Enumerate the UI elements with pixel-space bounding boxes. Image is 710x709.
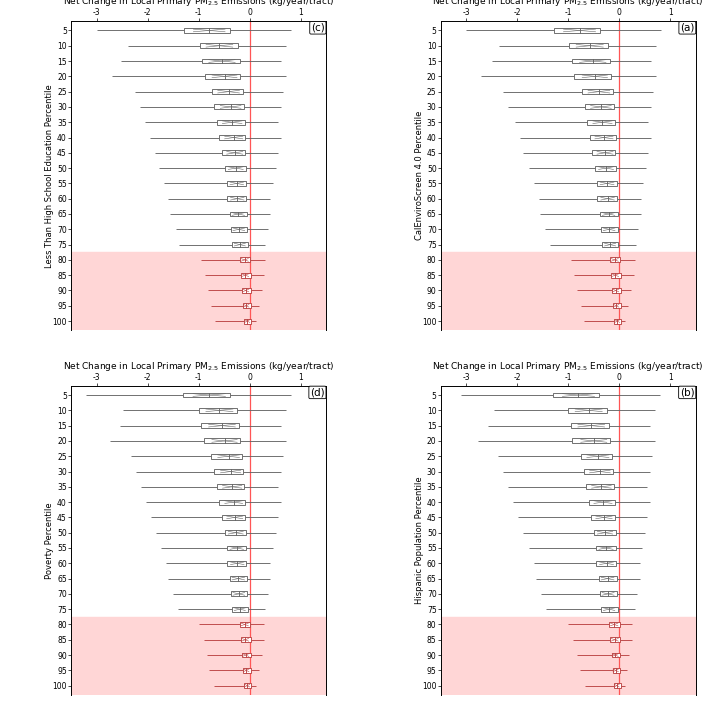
Bar — [584, 104, 614, 109]
Bar — [613, 668, 621, 673]
Text: (b): (b) — [680, 387, 694, 398]
Bar — [599, 576, 617, 581]
Bar — [71, 252, 326, 330]
Bar — [227, 181, 246, 186]
Bar — [574, 74, 611, 79]
Bar — [243, 303, 251, 308]
Bar — [202, 59, 240, 64]
Bar — [611, 273, 621, 278]
Bar — [232, 607, 248, 612]
Bar — [212, 454, 242, 459]
Bar — [609, 622, 620, 627]
Bar — [597, 181, 617, 186]
Bar — [601, 607, 618, 612]
Bar — [610, 257, 621, 262]
Bar — [591, 515, 615, 520]
Bar — [613, 303, 621, 308]
Bar — [587, 120, 615, 125]
Bar — [204, 438, 240, 443]
Bar — [240, 257, 251, 262]
Bar — [183, 393, 229, 398]
Bar — [224, 530, 246, 535]
Bar — [227, 196, 246, 201]
Bar — [224, 166, 246, 171]
Bar — [227, 545, 246, 550]
Bar — [586, 484, 614, 489]
Bar — [441, 617, 696, 695]
Bar — [589, 500, 615, 505]
Bar — [600, 211, 618, 216]
Bar — [231, 591, 248, 596]
Bar — [204, 74, 240, 79]
Bar — [241, 637, 251, 642]
Bar — [569, 43, 608, 48]
Bar — [199, 408, 237, 413]
Bar — [582, 89, 613, 94]
Bar — [610, 637, 621, 642]
Y-axis label: Hispanic Population Percentile: Hispanic Population Percentile — [415, 476, 424, 604]
Bar — [200, 43, 238, 48]
Title: Net Change in Local Primary PM$_{2.5}$ Emissions (kg/year/tract): Net Change in Local Primary PM$_{2.5}$ E… — [62, 0, 334, 8]
Bar — [611, 652, 621, 657]
Bar — [219, 135, 246, 140]
Bar — [592, 150, 615, 155]
Bar — [596, 545, 616, 550]
Bar — [212, 89, 243, 94]
Bar — [184, 28, 229, 33]
Bar — [614, 318, 621, 323]
Bar — [217, 120, 245, 125]
Bar — [217, 484, 244, 489]
Bar — [572, 59, 610, 64]
Bar — [613, 683, 621, 688]
Bar — [553, 393, 599, 398]
Bar — [441, 252, 696, 330]
Y-axis label: CalEnviroScreen 4.0 Percentile: CalEnviroScreen 4.0 Percentile — [415, 111, 424, 240]
Bar — [596, 561, 616, 566]
Y-axis label: Less Than High School Education Percentile: Less Than High School Education Percenti… — [45, 84, 54, 267]
Bar — [240, 622, 251, 627]
Title: Net Change in Local Primary PM$_{2.5}$ Emissions (kg/year/tract): Net Change in Local Primary PM$_{2.5}$ E… — [62, 359, 334, 372]
Bar — [595, 166, 616, 171]
Bar — [581, 454, 612, 459]
Bar — [612, 288, 621, 293]
Bar — [572, 438, 610, 443]
Bar — [243, 668, 251, 673]
Bar — [554, 28, 600, 33]
Bar — [231, 227, 248, 232]
Bar — [600, 591, 617, 596]
Bar — [227, 561, 246, 566]
Bar — [71, 617, 326, 695]
Bar — [242, 652, 251, 657]
Text: (a): (a) — [680, 23, 694, 33]
Title: Net Change in Local Primary PM$_{2.5}$ Emissions (kg/year/tract): Net Change in Local Primary PM$_{2.5}$ E… — [432, 0, 704, 8]
Bar — [201, 423, 239, 428]
Bar — [244, 318, 251, 323]
Title: Net Change in Local Primary PM$_{2.5}$ Emissions (kg/year/tract): Net Change in Local Primary PM$_{2.5}$ E… — [432, 359, 704, 372]
Bar — [214, 104, 244, 109]
Bar — [241, 273, 251, 278]
Bar — [244, 683, 251, 688]
Text: (c): (c) — [311, 23, 324, 33]
Bar — [222, 515, 245, 520]
Bar — [229, 576, 248, 581]
Bar — [571, 423, 609, 428]
Bar — [222, 150, 245, 155]
Bar — [603, 242, 618, 247]
Y-axis label: Poverty Percentile: Poverty Percentile — [45, 502, 54, 579]
Bar — [601, 227, 618, 232]
Bar — [568, 408, 607, 413]
Bar — [597, 196, 617, 201]
Bar — [584, 469, 613, 474]
Bar — [219, 500, 245, 505]
Bar — [232, 242, 248, 247]
Bar — [590, 135, 616, 140]
Bar — [242, 288, 251, 293]
Bar — [229, 211, 248, 216]
Bar — [214, 469, 244, 474]
Text: (d): (d) — [310, 387, 324, 398]
Bar — [594, 530, 616, 535]
